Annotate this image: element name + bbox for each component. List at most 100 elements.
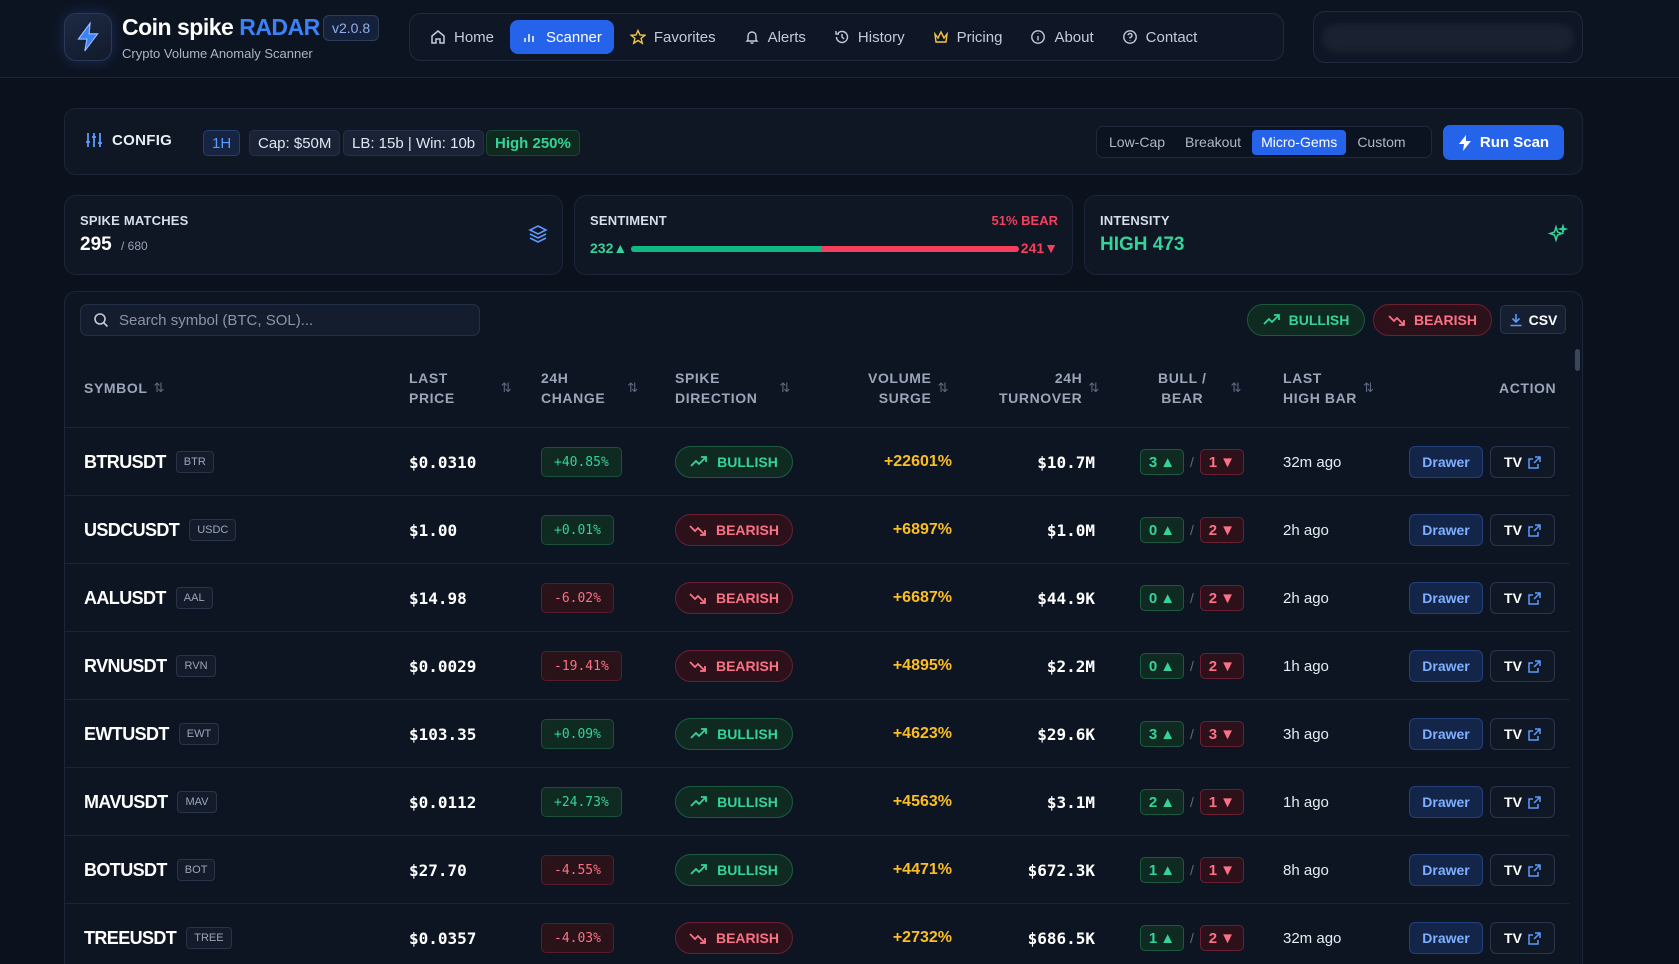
tradingview-button[interactable]: TV [1490,922,1555,954]
nav-item-about[interactable]: About [1018,20,1105,54]
symbol-name[interactable]: USDCUSDT [84,519,180,540]
table-row[interactable]: RVNUSDT RVN $0.0029 -19.41% BEARISH +4895% $2.… [65,631,1570,699]
filter-bearish-button[interactable]: BEARISH [1373,304,1492,336]
col-24h-turnover[interactable]: 24H TURNOVER ⇅ [999,349,1100,427]
drawer-button[interactable]: Drawer [1409,446,1483,478]
symbol-tag: TREE [186,927,232,949]
col-spike-direction[interactable]: SPIKE DIRECTION ⇅ [675,349,791,427]
preset-low-cap[interactable]: Low-Cap [1109,133,1166,150]
trending-down-icon [689,661,706,672]
direction-label: BEARISH [715,658,779,674]
sort-icon: ⇅ [1363,380,1375,395]
spike-matches-label: SPIKE MATCHES [80,213,189,228]
csv-export-button[interactable]: CSV [1500,305,1566,334]
symbol-name[interactable]: BTRUSDT [84,451,166,472]
drawer-button[interactable]: Drawer [1409,786,1483,818]
symbol-name[interactable]: RVNUSDT [84,655,167,676]
drawer-button[interactable]: Drawer [1409,514,1483,546]
nav-item-home[interactable]: Home [418,20,506,54]
turnover-cell: $29.6K [965,700,1095,768]
search-input[interactable] [119,311,479,329]
logo[interactable] [64,13,112,61]
bullbear-cell: 0 ▲ / 2 ▼ [1140,632,1244,700]
table-row[interactable]: TREEUSDT TREE $0.0357 -4.03% BEARISH +2732% $6… [65,903,1570,964]
price-cell: $14.98 [409,564,467,632]
bear-count-badge: 2 ▼ [1199,585,1244,611]
drawer-button[interactable]: Drawer [1409,718,1483,750]
tradingview-button[interactable]: TV [1490,650,1555,682]
tradingview-button[interactable]: TV [1490,514,1555,546]
symbol-name[interactable]: TREEUSDT [84,927,177,948]
symbol-cell: MAVUSDT MAV [84,768,217,836]
run-scan-button[interactable]: Run Scan [1443,125,1564,160]
table-row[interactable]: EWTUSDT EWT $103.35 +0.09% BULLISH +4623% $29.… [65,699,1570,767]
tradingview-button[interactable]: TV [1490,446,1555,478]
bullbear-separator: / [1190,658,1194,674]
home-icon [431,30,445,44]
drawer-button[interactable]: Drawer [1409,650,1483,682]
bull-count: 3 [1148,453,1158,471]
nav-item-contact[interactable]: Contact [1110,20,1210,54]
symbol-tag: USDC [189,519,237,541]
tradingview-button[interactable]: TV [1490,718,1555,750]
symbol-name[interactable]: EWTUSDT [84,723,169,744]
table-row[interactable]: BOTUSDT BOT $27.70 -4.55% BULLISH +4471% $672.… [65,835,1570,903]
config-label[interactable]: CONFIG [85,131,172,149]
tv-label: TV [1504,930,1522,946]
surge-cell: +22601% [835,428,952,496]
bear-count: 1 [1208,453,1218,471]
filter-bullish-button[interactable]: BULLISH [1247,304,1365,336]
direction-label: BEARISH [715,522,779,538]
tradingview-button[interactable]: TV [1490,854,1555,886]
surge-cell: +6897% [835,496,952,564]
drawer-button[interactable]: Drawer [1409,854,1483,886]
drawer-button[interactable]: Drawer [1409,582,1483,614]
trending-down-icon [689,933,706,944]
brand-subtitle: Crypto Volume Anomaly Scanner [122,46,313,61]
col-volume-surge[interactable]: VOLUME SURGE ⇅ [868,349,949,427]
nav-item-history[interactable]: History [822,20,917,54]
intensity-value: HIGH 473 [1100,234,1185,255]
table-row[interactable]: BTRUSDT BTR $0.0310 +40.85% BULLISH +22601% $1… [65,427,1570,495]
bull-count: 3 [1148,725,1158,743]
nav-item-scanner[interactable]: Scanner [510,20,614,54]
turnover-value: $44.9K [1037,588,1095,608]
preset-breakout[interactable]: Breakout [1185,133,1242,150]
symbol-name[interactable]: MAVUSDT [84,791,168,812]
col-24h-change[interactable]: 24H CHANGE ⇅ [541,349,639,427]
symbol-cell: USDCUSDT USDC [84,496,237,564]
price-cell: $0.0029 [409,632,476,700]
col-last-high-bar[interactable]: LAST HIGH BAR ⇅ [1283,349,1375,427]
spike-count: 295 [80,234,112,255]
bear-count-badge: 1 ▼ [1199,449,1244,475]
direction-label: BULLISH [717,454,778,470]
lightning-icon [77,22,99,52]
external-link-icon [1528,591,1541,605]
down-triangle-icon: ▼ [1220,589,1235,607]
direction-badge: BEARISH [675,514,793,546]
nav-item-favorites[interactable]: Favorites [618,20,728,54]
preset-micro-gems[interactable]: Micro-Gems [1252,129,1347,155]
nav-item-alerts[interactable]: Alerts [732,20,818,54]
tradingview-button[interactable]: TV [1490,786,1555,818]
table-row[interactable]: AALUSDT AAL $14.98 -6.02% BEARISH +6687% $44.9… [65,563,1570,631]
symbol-name[interactable]: BOTUSDT [84,859,167,880]
user-menu[interactable] [1313,11,1583,63]
table-scrollbar[interactable] [1575,349,1580,371]
drawer-button[interactable]: Drawer [1409,922,1483,954]
turnover-value: $29.6K [1037,724,1095,744]
col-symbol[interactable]: SYMBOL ⇅ [84,349,165,427]
sentiment-bear-pct: 51% BEAR [991,213,1058,228]
symbol-name[interactable]: AALUSDT [84,587,166,608]
direction-cell: BEARISH [675,496,793,564]
table-row[interactable]: USDCUSDT USDC $1.00 +0.01% BEARISH +6897% $1.0… [65,495,1570,563]
search-box[interactable] [80,304,480,336]
nav-item-pricing[interactable]: Pricing [921,20,1015,54]
table-row[interactable]: MAVUSDT MAV $0.0112 +24.73% BULLISH +4563% $3.… [65,767,1570,835]
col-last-price[interactable]: LAST PRICE ⇅ [409,349,512,427]
col-bull-bear[interactable]: BULL / BEAR ⇅ [1158,349,1242,427]
tradingview-button[interactable]: TV [1490,582,1555,614]
preset-custom[interactable]: Custom [1357,133,1406,150]
change-cell: -19.41% [541,632,622,700]
nav-label: Contact [1145,28,1198,46]
